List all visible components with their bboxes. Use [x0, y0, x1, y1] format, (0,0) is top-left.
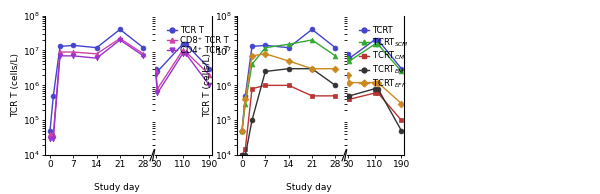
Text: Study day: Study day: [286, 183, 332, 192]
Legend: TCRT, TCRT$_{SCM}$, TCRT$_{CM}$, TCRT$_{EM}$, TCRT$_{EFF}$: TCRT, TCRT$_{SCM}$, TCRT$_{CM}$, TCRT$_{…: [356, 23, 412, 93]
Y-axis label: TCR T (cells/L): TCR T (cells/L): [203, 53, 212, 117]
Legend: TCR T, CD8⁺ TCR T, CD4⁺ TCR T: TCR T, CD8⁺ TCR T, CD4⁺ TCR T: [164, 23, 232, 59]
Text: Study day: Study day: [94, 183, 140, 192]
Y-axis label: TCR T (cells/L): TCR T (cells/L): [11, 53, 20, 117]
